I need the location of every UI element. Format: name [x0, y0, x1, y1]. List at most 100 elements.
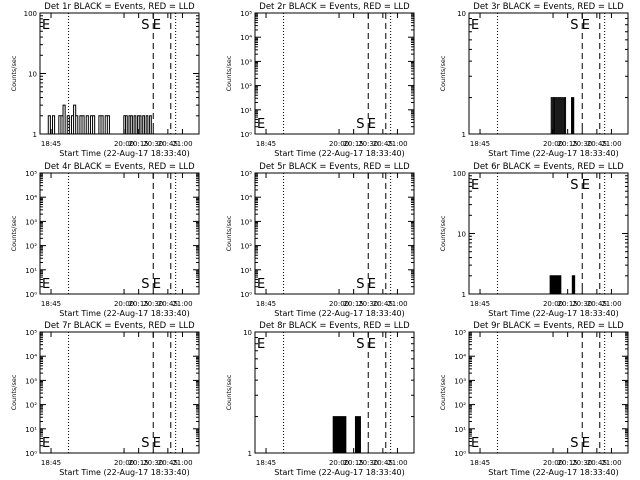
chart-2-xtick-label: 20:15 — [344, 140, 364, 148]
chart-1-ytick-label: 1 — [33, 131, 37, 139]
chart-2-marker-label: E — [257, 117, 265, 132]
chart-1-marker-label: S — [141, 18, 149, 33]
chart-4-ytick-label: 10⁵ — [25, 170, 37, 178]
chart-4-marker-label: S — [141, 277, 149, 292]
chart-8-xtick-label: 18:45 — [256, 459, 276, 467]
chart-3-xtick-label: 18:45 — [470, 140, 490, 148]
chart-8-ylabel: Counts/sec — [225, 374, 233, 410]
chart-2-ytick-label: 10⁵ — [240, 10, 252, 18]
chart-9-xtick-label: 21:00 — [601, 459, 621, 467]
chart-1-xtick-label: 21:00 — [172, 140, 192, 148]
chart-2-title: Det 2r BLACK = Events, RED = LLD — [259, 2, 410, 12]
chart-3-ytick-label: 10 — [457, 10, 466, 18]
chart-5-panel: Det 5r BLACK = Events, RED = LLD Counts/s… — [225, 162, 415, 318]
chart-5-xtick-label: 20:00 — [329, 300, 349, 308]
chart-9-marker-label: E — [471, 436, 479, 451]
chart-4-ytick-label: 10² — [25, 243, 37, 251]
chart-2-xtick-label: 21:00 — [387, 140, 407, 148]
chart-4-ylabel: Counts/sec — [10, 215, 18, 251]
chart-7-marker-label: E — [42, 436, 50, 451]
chart-5-title: Det 5r BLACK = Events, RED = LLD — [259, 162, 410, 172]
chart-2-xtick-label: 20:30 — [358, 140, 378, 148]
chart-7-marker-label: E — [153, 436, 161, 451]
chart-2-ylabel: Counts/sec — [225, 55, 233, 91]
chart-4-ytick-label: 10⁰ — [25, 291, 37, 299]
chart-5-ytick-label: 10⁰ — [240, 291, 252, 299]
chart-6-xtick-label: 18:45 — [470, 300, 490, 308]
chart-1-xtick-label: 20:45 — [158, 140, 178, 148]
chart-1-series-1-segment-2 — [122, 115, 152, 135]
chart-5-xtick-label: 20:30 — [358, 300, 378, 308]
chart-2-marker-label: E — [368, 117, 376, 132]
chart-6-marker-label: E — [471, 178, 479, 193]
chart-9-xtick-label: 20:45 — [587, 459, 607, 467]
chart-8-xtick-label: 20:15 — [344, 459, 364, 467]
chart-1-panel: Det 1r BLACK = Events, RED = LLD Counts/s… — [10, 2, 200, 158]
chart-4-frame — [39, 172, 200, 295]
chart-6-marker-label: E — [582, 178, 590, 193]
chart-1-title: Det 1r BLACK = Events, RED = LLD — [44, 2, 195, 12]
chart-5-xtick-label: 20:15 — [344, 300, 364, 308]
chart-7-panel: Det 7r BLACK = Events, RED = LLD Counts/s… — [10, 321, 200, 477]
chart-5-marker-label: S — [356, 277, 364, 292]
chart-5-ytick-label: 10² — [240, 243, 252, 251]
chart-5-marker-label: E — [257, 277, 265, 292]
chart-5-ytick-label: 10¹ — [240, 267, 252, 275]
chart-8-xtick-label: 20:45 — [373, 459, 393, 467]
chart-2-xlabel: Start Time (22-Aug-17 18:33:40) — [274, 149, 405, 158]
chart-3-marker-label: S — [570, 18, 578, 33]
chart-7-title: Det 7r BLACK = Events, RED = LLD — [44, 321, 195, 331]
chart-6-ytick-label: 10 — [457, 231, 466, 239]
chart-4-xtick-label: 20:15 — [129, 300, 149, 308]
chart-9-marker-label: S — [570, 436, 578, 451]
chart-2-ytick-label: 10³ — [240, 58, 252, 66]
chart-7-ytick-label: 10¹ — [25, 426, 37, 434]
chart-1-ytick-label: 100 — [24, 10, 37, 18]
chart-2-xtick-label: 20:00 — [329, 140, 349, 148]
chart-5-ytick-label: 10⁵ — [240, 170, 252, 178]
chart-7-ytick-label: 10³ — [25, 377, 37, 385]
chart-7-xtick-label: 20:45 — [158, 459, 178, 467]
chart-1-marker-label: E — [42, 18, 50, 33]
chart-9-title: Det 9r BLACK = Events, RED = LLD — [473, 321, 624, 331]
chart-1-series-1-segment-1 — [46, 104, 110, 135]
chart-5-ylabel: Counts/sec — [225, 215, 233, 251]
chart-9-xtick-label: 20:00 — [543, 459, 563, 467]
chart-6-panel: Det 6r BLACK = Events, RED = LLD Counts/s… — [439, 162, 629, 318]
chart-6-series-1-segment-1 — [549, 275, 562, 295]
chart-1-xlabel: Start Time (22-Aug-17 18:33:40) — [59, 149, 190, 158]
chart-3-frame — [468, 12, 629, 135]
chart-8-marker-label: E — [368, 337, 376, 352]
chart-6-series-1-segment-2 — [571, 275, 576, 295]
chart-4-xlabel: Start Time (22-Aug-17 18:33:40) — [59, 309, 190, 318]
chart-7-ytick-label: 10² — [25, 402, 37, 410]
chart-9-marker-label: E — [582, 436, 590, 451]
chart-2-panel: Det 2r BLACK = Events, RED = LLD Counts/s… — [225, 2, 415, 158]
chart-3-marker-label: E — [582, 18, 590, 33]
chart-3-xtick-label: 20:00 — [543, 140, 563, 148]
chart-1-xtick-label: 20:15 — [129, 140, 149, 148]
chart-3-ytick-label: 1 — [462, 131, 466, 139]
chart-5-xlabel: Start Time (22-Aug-17 18:33:40) — [274, 309, 405, 318]
chart-8-xlabel: Start Time (22-Aug-17 18:33:40) — [274, 468, 405, 477]
chart-8-series-1-segment-1 — [332, 416, 347, 454]
chart-9-ylabel: Counts/sec — [439, 374, 447, 410]
chart-7-xtick-label: 20:00 — [114, 459, 134, 467]
chart-3-series-1-segment-1 — [550, 97, 567, 135]
chart-6-ytick-label: 1 — [462, 291, 466, 299]
chart-7-marker-label: S — [141, 436, 149, 451]
chart-7-ytick-label: 10⁵ — [25, 329, 37, 337]
chart-5-xtick-label: 18:45 — [256, 300, 276, 308]
chart-8-marker-label: E — [257, 337, 265, 352]
chart-7-xlabel: Start Time (22-Aug-17 18:33:40) — [59, 468, 190, 477]
chart-3-marker-label: E — [471, 18, 479, 33]
chart-3-xlabel: Start Time (22-Aug-17 18:33:40) — [488, 149, 619, 158]
chart-6-ytick-label: 100 — [453, 170, 466, 178]
chart-1-marker-label: E — [153, 18, 161, 33]
chart-3-xtick-label: 20:45 — [587, 140, 607, 148]
chart-8-title: Det 8r BLACK = Events, RED = LLD — [259, 321, 410, 331]
chart-6-ylabel: Counts/sec — [439, 215, 447, 251]
chart-9-frame — [468, 331, 629, 454]
chart-4-xtick-label: 20:00 — [114, 300, 134, 308]
chart-2-ytick-label: 10⁰ — [240, 131, 252, 139]
